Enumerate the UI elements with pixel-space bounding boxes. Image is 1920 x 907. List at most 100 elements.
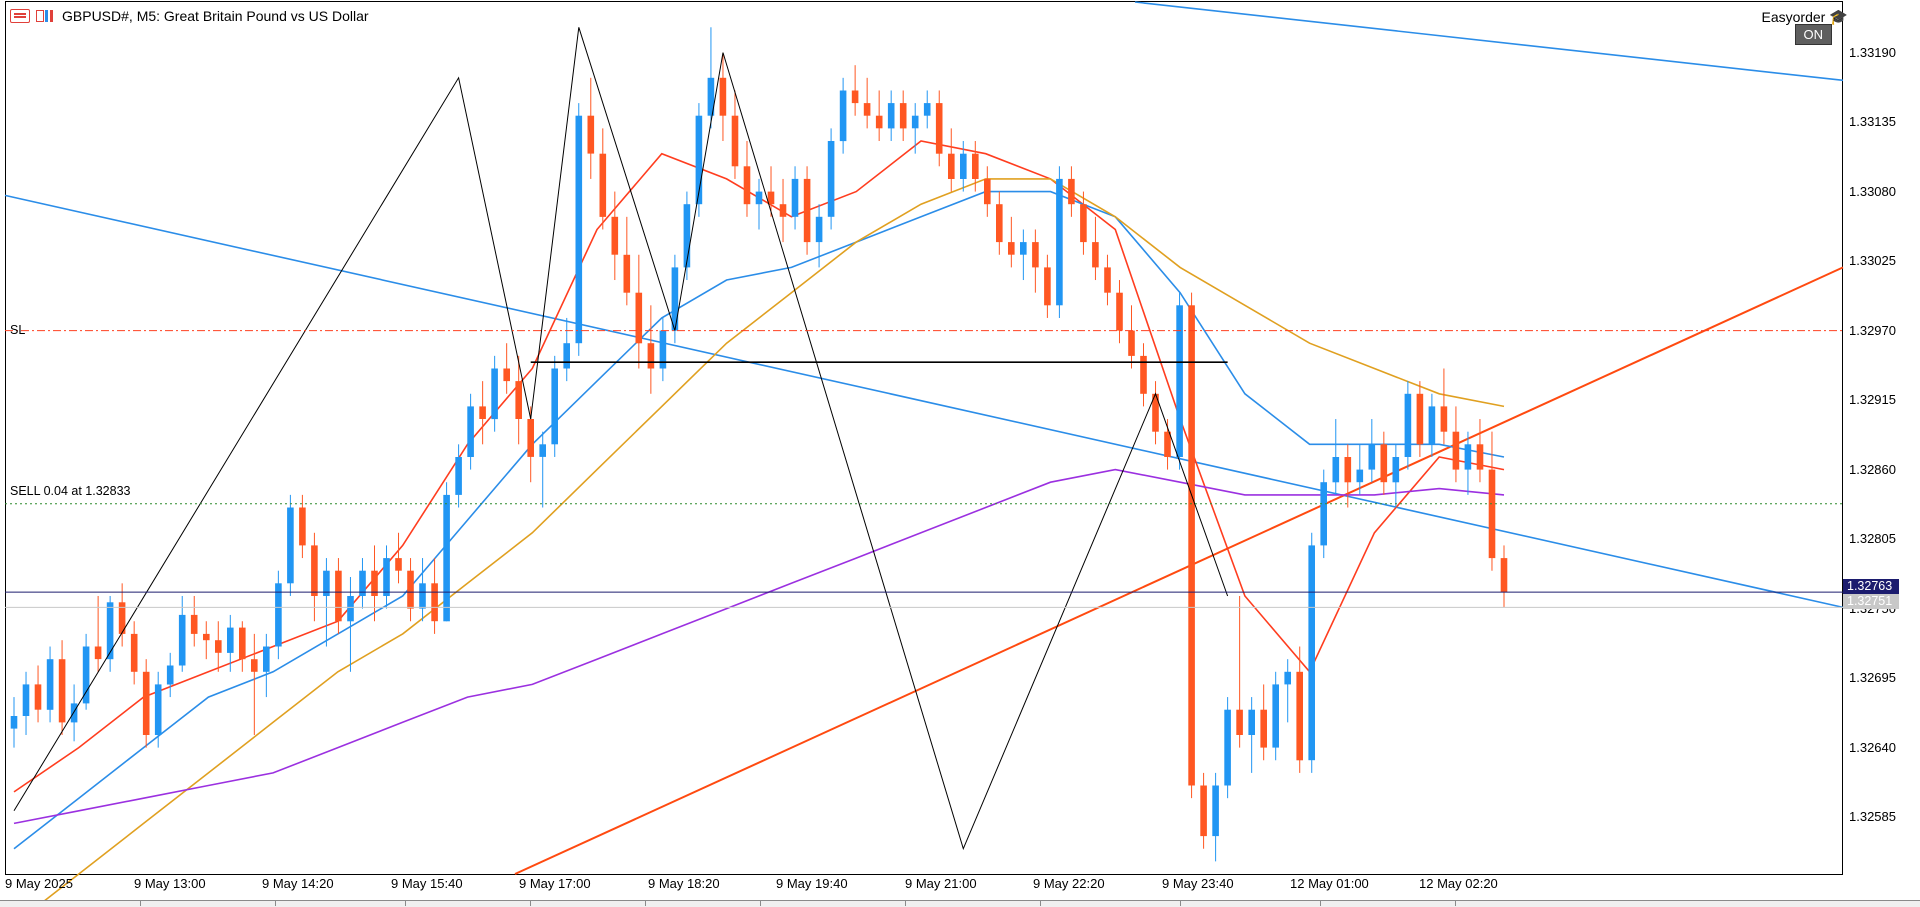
candle-body [899, 103, 907, 129]
zigzag-indicator [13, 27, 1229, 851]
price-tick-label: 1.32805 [1849, 531, 1896, 546]
candle-body [106, 602, 114, 660]
candle-body [1200, 785, 1207, 837]
candle-body [1320, 482, 1327, 546]
candle-body [1308, 545, 1315, 761]
price-tick-label: 1.32585 [1849, 809, 1896, 824]
moving-average-mid [13, 190, 1505, 850]
candle-body [1032, 242, 1039, 268]
candle-body [263, 646, 270, 672]
candle-body [599, 153, 607, 217]
candle-body [1020, 242, 1027, 255]
candle-body [911, 115, 919, 129]
candle-body [82, 646, 90, 704]
candle-body [960, 153, 967, 179]
price-tick-label: 1.32640 [1849, 740, 1896, 755]
time-tick-label: 12 May 01:00 [1290, 876, 1369, 891]
time-tick-label: 12 May 02:20 [1419, 876, 1498, 891]
candle-body [1128, 330, 1135, 356]
ask-price-badge: 1.32751 [1843, 594, 1899, 609]
candle-body [1380, 444, 1388, 483]
zigzag-path [13, 27, 1229, 851]
candle-body [359, 570, 366, 596]
bottom-tab-divider [1180, 900, 1181, 906]
time-tick-label: 9 May 13:00 [134, 876, 206, 891]
channel-upper-line [1134, 1, 1844, 82]
price-levels[interactable] [5, 330, 1843, 608]
time-tick-label: 9 May 15:40 [391, 876, 463, 891]
channel-lines[interactable] [4, 1, 1844, 875]
bottom-tab-divider [140, 900, 141, 906]
candle-body [743, 166, 751, 205]
candle-body [178, 614, 186, 666]
time-tick-label: 9 May 14:20 [262, 876, 334, 891]
candle-body [70, 703, 78, 723]
candle-body [503, 368, 510, 382]
bottom-tab-divider [530, 900, 531, 906]
candle-body [996, 204, 1003, 243]
time-tick-label: 9 May 23:40 [1162, 876, 1234, 891]
uptrend-line [514, 266, 1844, 875]
price-tick-label: 1.33080 [1849, 184, 1896, 199]
menu-icon[interactable] [10, 9, 30, 23]
candle-body [190, 614, 198, 634]
candle-body [1092, 242, 1099, 268]
candle-body [575, 115, 583, 344]
time-tick-label: 9 May 21:00 [905, 876, 977, 891]
candle-body [563, 343, 570, 369]
candle-body [1332, 457, 1340, 483]
bid-price-badge: 1.32763 [1843, 579, 1899, 594]
candle-body [1260, 709, 1267, 748]
candle-body [335, 570, 342, 622]
candle-body [22, 684, 30, 716]
candle-body [407, 570, 414, 609]
candle-body [395, 558, 402, 571]
candle-body [875, 115, 883, 129]
candle-body [1188, 305, 1195, 786]
candle-body [972, 153, 979, 179]
candle-body [647, 343, 655, 369]
candle-body [923, 103, 931, 116]
candle-body [611, 216, 619, 255]
ea-status-badge[interactable]: ON [1794, 24, 1832, 45]
candle-body [275, 583, 282, 647]
candle-body [311, 545, 318, 596]
candle-body [455, 457, 462, 495]
candle-body [803, 178, 811, 243]
candle-body [1440, 406, 1448, 432]
price-tick-label: 1.32860 [1849, 462, 1896, 477]
candle-body [154, 684, 162, 735]
bottom-scroll-strip[interactable] [0, 900, 1920, 907]
bottom-tab-divider [760, 900, 761, 906]
candle-body [1068, 178, 1075, 205]
price-tick-label: 1.32695 [1849, 670, 1896, 685]
time-tick-label: 9 May 18:20 [648, 876, 720, 891]
candle-body [58, 659, 66, 723]
candle-body [779, 204, 787, 217]
time-tick-label: 9 May 22:20 [1033, 876, 1105, 891]
candle-body [323, 570, 330, 596]
candlesticks [10, 27, 1508, 862]
candle-body [251, 659, 258, 672]
bottom-tab-divider [905, 900, 906, 906]
candle-body [984, 178, 991, 205]
bottom-tab-divider [275, 900, 276, 906]
candle-body [863, 103, 871, 116]
chart-type-icon[interactable] [36, 8, 56, 24]
candle-body [659, 330, 667, 369]
candle-body [839, 90, 847, 142]
candle-body [1236, 709, 1243, 735]
ea-name: Easyorder [1761, 9, 1826, 25]
candle-body [1416, 393, 1424, 445]
candle-body [1176, 305, 1183, 457]
candle-body [1404, 393, 1412, 457]
candle-body [1212, 785, 1219, 837]
candle-body [1344, 457, 1352, 483]
candle-body [1140, 355, 1147, 394]
candle-body [1116, 292, 1123, 331]
symbol-title: GBPUSD#, M5: Great Britain Pound vs US D… [62, 8, 369, 24]
candle-body [683, 204, 691, 268]
expert-advisor-label[interactable]: Easyorder 🎓 [1762, 8, 1849, 26]
candle-body [130, 633, 138, 672]
